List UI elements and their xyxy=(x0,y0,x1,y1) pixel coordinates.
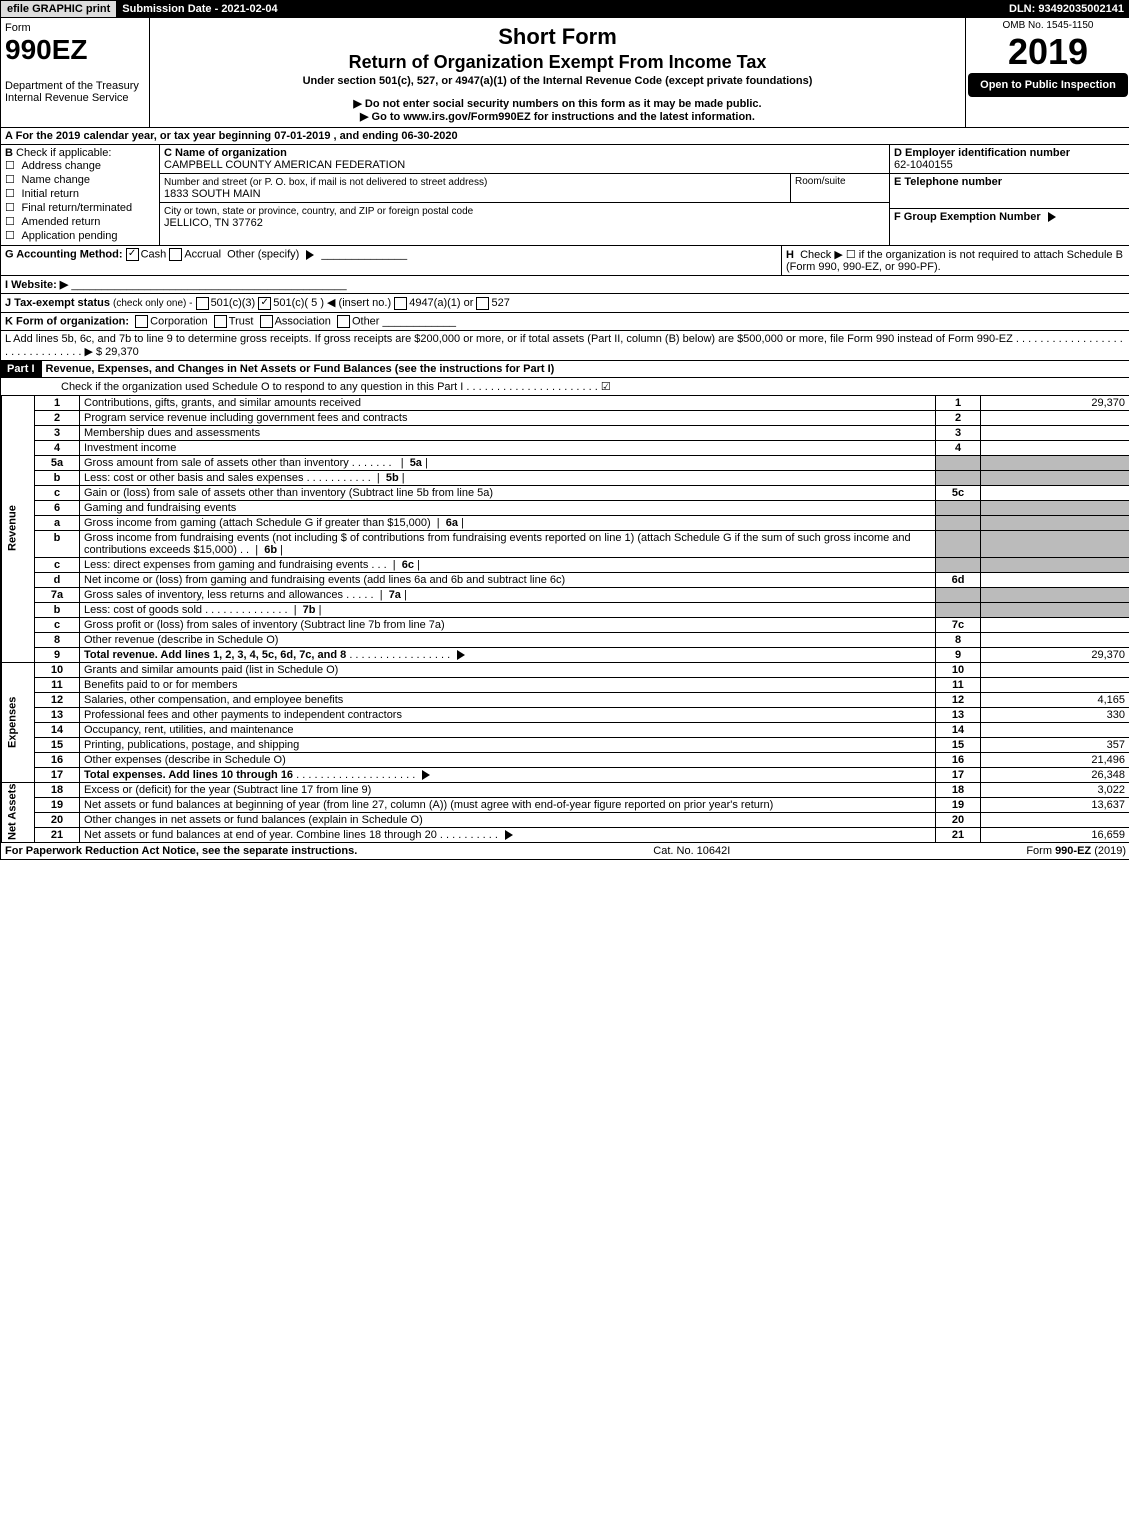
city: JELLICO, TN 37762 xyxy=(164,217,263,229)
line17-val: 26,348 xyxy=(981,767,1129,782)
chk-assoc[interactable] xyxy=(260,315,273,328)
subtitle: Under section 501(c), 527, or 4947(a)(1)… xyxy=(154,75,961,87)
efile-btn[interactable]: efile GRAPHIC print xyxy=(1,1,116,17)
line12-val: 4,165 xyxy=(981,692,1129,707)
short-form: Short Form xyxy=(154,24,961,50)
title-row: Form 990EZ Department of the Treasury In… xyxy=(1,17,1129,127)
chk-name[interactable]: ☐ xyxy=(5,175,21,187)
revenue-side: Revenue xyxy=(2,395,35,662)
chk-corp[interactable] xyxy=(135,315,148,328)
line-a: A For the 2019 calendar year, or tax yea… xyxy=(1,127,1129,144)
chk-cash[interactable]: ✓ xyxy=(126,248,139,261)
line13-val: 330 xyxy=(981,707,1129,722)
lines-table: Revenue 1Contributions, gifts, grants, a… xyxy=(1,395,1129,843)
dept: Department of the Treasury xyxy=(5,80,145,92)
h-text: Check ▶ ☐ if the organization is not req… xyxy=(786,249,1123,273)
room-suite: Room/suite xyxy=(790,174,889,202)
org-name: CAMPBELL COUNTY AMERICAN FEDERATION xyxy=(164,159,405,171)
chk-other[interactable] xyxy=(337,315,350,328)
line18-val: 3,022 xyxy=(981,782,1129,797)
part1-head: Part I Revenue, Expenses, and Changes in… xyxy=(1,360,1129,377)
cat-no: Cat. No. 10642I xyxy=(653,845,730,857)
paperwork-note: For Paperwork Reduction Act Notice, see … xyxy=(5,845,357,857)
col-c: C Name of organization CAMPBELL COUNTY A… xyxy=(159,145,889,245)
warn: Do not enter social security numbers on … xyxy=(154,97,961,110)
line16-val: 21,496 xyxy=(981,752,1129,767)
main-title: Return of Organization Exempt From Incom… xyxy=(154,52,961,73)
footer: For Paperwork Reduction Act Notice, see … xyxy=(1,843,1129,859)
col-b: B Check if applicable: ☐ Address change … xyxy=(1,145,159,245)
line21-val: 16,659 xyxy=(981,827,1129,842)
tax-year: 2019 xyxy=(968,31,1128,73)
bcdef: B Check if applicable: ☐ Address change … xyxy=(1,144,1129,245)
form-word: Form xyxy=(5,22,145,34)
omb: OMB No. 1545-1150 xyxy=(968,20,1128,31)
chk-address[interactable]: ☐ xyxy=(5,161,21,173)
part1-heading: Revenue, Expenses, and Changes in Net As… xyxy=(41,361,1129,377)
irs: Internal Revenue Service xyxy=(5,92,145,104)
form-ref: Form 990-EZ (2019) xyxy=(1026,845,1126,857)
inspection: Open to Public Inspection xyxy=(968,73,1128,97)
group-exemption: F Group Exemption Number xyxy=(894,211,1041,223)
part1-label: Part I xyxy=(1,361,41,377)
topbar: efile GRAPHIC print Submission Date - 20… xyxy=(1,1,1129,17)
chk-pending[interactable]: ☐ xyxy=(5,231,21,243)
chk-accrual[interactable] xyxy=(169,248,182,261)
row-j: J Tax-exempt status (check only one) - 5… xyxy=(1,293,1129,312)
row-gh: G Accounting Method: ✓Cash Accrual Other… xyxy=(1,245,1129,275)
col-def: D Employer identification number 62-1040… xyxy=(889,145,1129,245)
chk-501c3[interactable] xyxy=(196,297,209,310)
submission-date: Submission Date - 2021-02-04 xyxy=(116,1,283,17)
row-i: I Website: ▶ ___________________________… xyxy=(1,275,1129,293)
title-block: Short Form Return of Organization Exempt… xyxy=(149,18,965,127)
line9-val: 29,370 xyxy=(981,647,1129,662)
line1-val: 29,370 xyxy=(981,395,1129,410)
goto-link[interactable]: Go to www.irs.gov/Form990EZ for instruct… xyxy=(154,110,961,123)
line15-val: 357 xyxy=(981,737,1129,752)
form-page: efile GRAPHIC print Submission Date - 20… xyxy=(0,0,1129,860)
form-no: 990EZ xyxy=(5,34,145,66)
part1-check: Check if the organization used Schedule … xyxy=(1,377,1129,395)
chk-527[interactable] xyxy=(476,297,489,310)
right-box: OMB No. 1545-1150 2019 Open to Public In… xyxy=(965,18,1129,127)
row-l: L Add lines 5b, 6c, and 7b to line 9 to … xyxy=(1,330,1129,360)
part1-checkbox[interactable]: ☑ xyxy=(601,381,611,393)
expenses-side: Expenses xyxy=(2,662,35,782)
addr: 1833 SOUTH MAIN xyxy=(164,188,261,200)
dln: DLN: 93492035002141 xyxy=(1003,1,1129,17)
gross-receipts: ▶ $ 29,370 xyxy=(84,346,138,358)
ein: 62-1040155 xyxy=(894,159,953,171)
telephone-label: E Telephone number xyxy=(894,176,1002,188)
chk-501c[interactable]: ✓ xyxy=(258,297,271,310)
chk-final[interactable]: ☐ xyxy=(5,203,21,215)
chk-trust[interactable] xyxy=(214,315,227,328)
chk-initial[interactable]: ☐ xyxy=(5,189,21,201)
chk-4947[interactable] xyxy=(394,297,407,310)
form-number-cell: Form 990EZ Department of the Treasury In… xyxy=(1,18,149,127)
netassets-side: Net Assets xyxy=(2,782,35,842)
row-k: K Form of organization: Corporation Trus… xyxy=(1,312,1129,330)
chk-amended[interactable]: ☐ xyxy=(5,217,21,229)
line19-val: 13,637 xyxy=(981,797,1129,812)
